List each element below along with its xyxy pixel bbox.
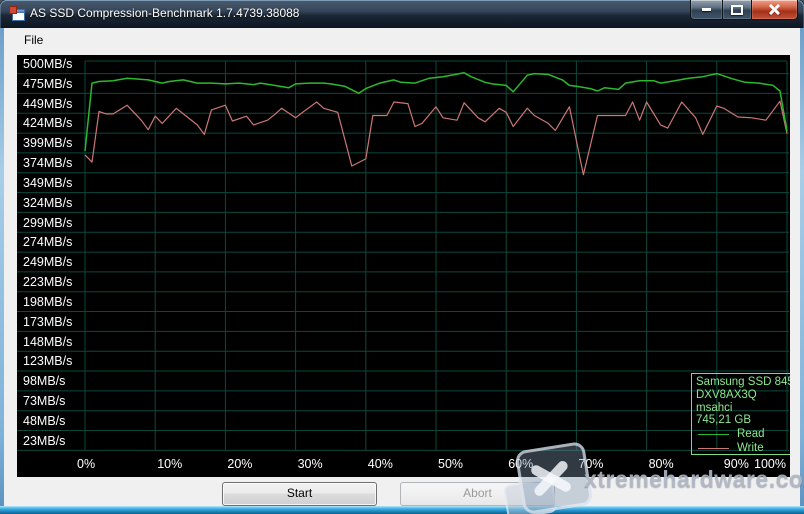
legend-read-label: Read [737,428,765,441]
abort-button[interactable]: Abort [400,482,555,506]
x-tick-label: 60% [508,457,534,471]
read-line [84,72,788,152]
y-tick-label: 274MB/s [23,235,73,250]
y-tick-label: 324MB/s [23,195,73,210]
y-tick-label: 249MB/s [23,255,73,270]
minimize-icon [702,8,711,11]
read-line-sample-icon [698,434,729,436]
y-tick-label: 123MB/s [23,354,73,369]
y-tick-label: 223MB/s [23,275,73,290]
minimize-button[interactable] [690,0,722,20]
y-tick-label: 399MB/s [23,136,73,151]
y-tick-label: 500MB/s [23,57,73,71]
write-line-sample-icon [698,448,729,450]
y-tick-label: 424MB/s [23,116,73,131]
write-line [84,100,788,176]
legend-entry-write: Write [696,442,790,455]
x-tick-label: 50% [438,457,464,471]
x-tick-label: 30% [297,457,323,471]
maximize-button[interactable] [722,0,752,20]
close-button[interactable] [752,0,798,20]
window-border-left [0,28,4,506]
menu-file[interactable]: File [24,33,44,47]
legend-driver: msahci [696,401,733,414]
maximize-icon [731,4,743,15]
legend-device-model: Samsung SSD 845D [696,376,790,388]
x-tick-label: 80% [648,457,674,471]
x-tick-label: 10% [157,457,183,471]
y-tick-label: 349MB/s [23,175,73,190]
legend-write-label: Write [737,442,764,455]
y-tick-label: 198MB/s [23,294,73,309]
window-controls [690,0,798,20]
x-tick-label: 0% [77,457,96,471]
x-tick-label: 90% [723,457,749,471]
window-border-bottom [0,506,804,514]
compression-benchmark-chart: 500MB/s 475MB/s 449MB/s 424MB/s 399MB/s 374MB… [17,55,790,477]
close-icon [768,3,781,16]
y-tick-label: 48MB/s [23,413,66,428]
y-tick-label: 449MB/s [23,96,73,111]
legend-capacity: 745,21 GB [696,414,751,427]
y-tick-label: 173MB/s [23,314,73,329]
chart-legend: Samsung SSD 845D DXV8AX3Q msahci 745,21 … [691,373,790,455]
x-tick-label: 20% [227,457,253,471]
y-tick-label: 23MB/s [23,433,66,448]
chart-canvas [17,60,789,451]
app-form-icon [9,6,25,21]
window-border-right [800,28,804,506]
legend-entry-read: Read [696,428,790,441]
y-tick-label: 374MB/s [23,156,73,171]
y-tick-label: 98MB/s [23,374,66,389]
start-button[interactable]: Start [222,482,377,506]
y-tick-label: 299MB/s [23,215,73,230]
y-tick-label: 475MB/s [23,76,73,91]
x-tick-label: 70% [578,457,604,471]
window-title: AS SSD Compression-Benchmark 1.7.4739.38… [30,6,300,20]
x-tick-label: 40% [367,457,393,471]
x-tick-label: 100% [754,457,786,471]
title-bar[interactable]: AS SSD Compression-Benchmark 1.7.4739.38… [0,0,804,28]
menu-bar: File [4,28,800,53]
legend-firmware: DXV8AX3Q [696,388,757,401]
y-tick-label: 148MB/s [23,334,73,349]
y-tick-label: 73MB/s [23,394,66,409]
